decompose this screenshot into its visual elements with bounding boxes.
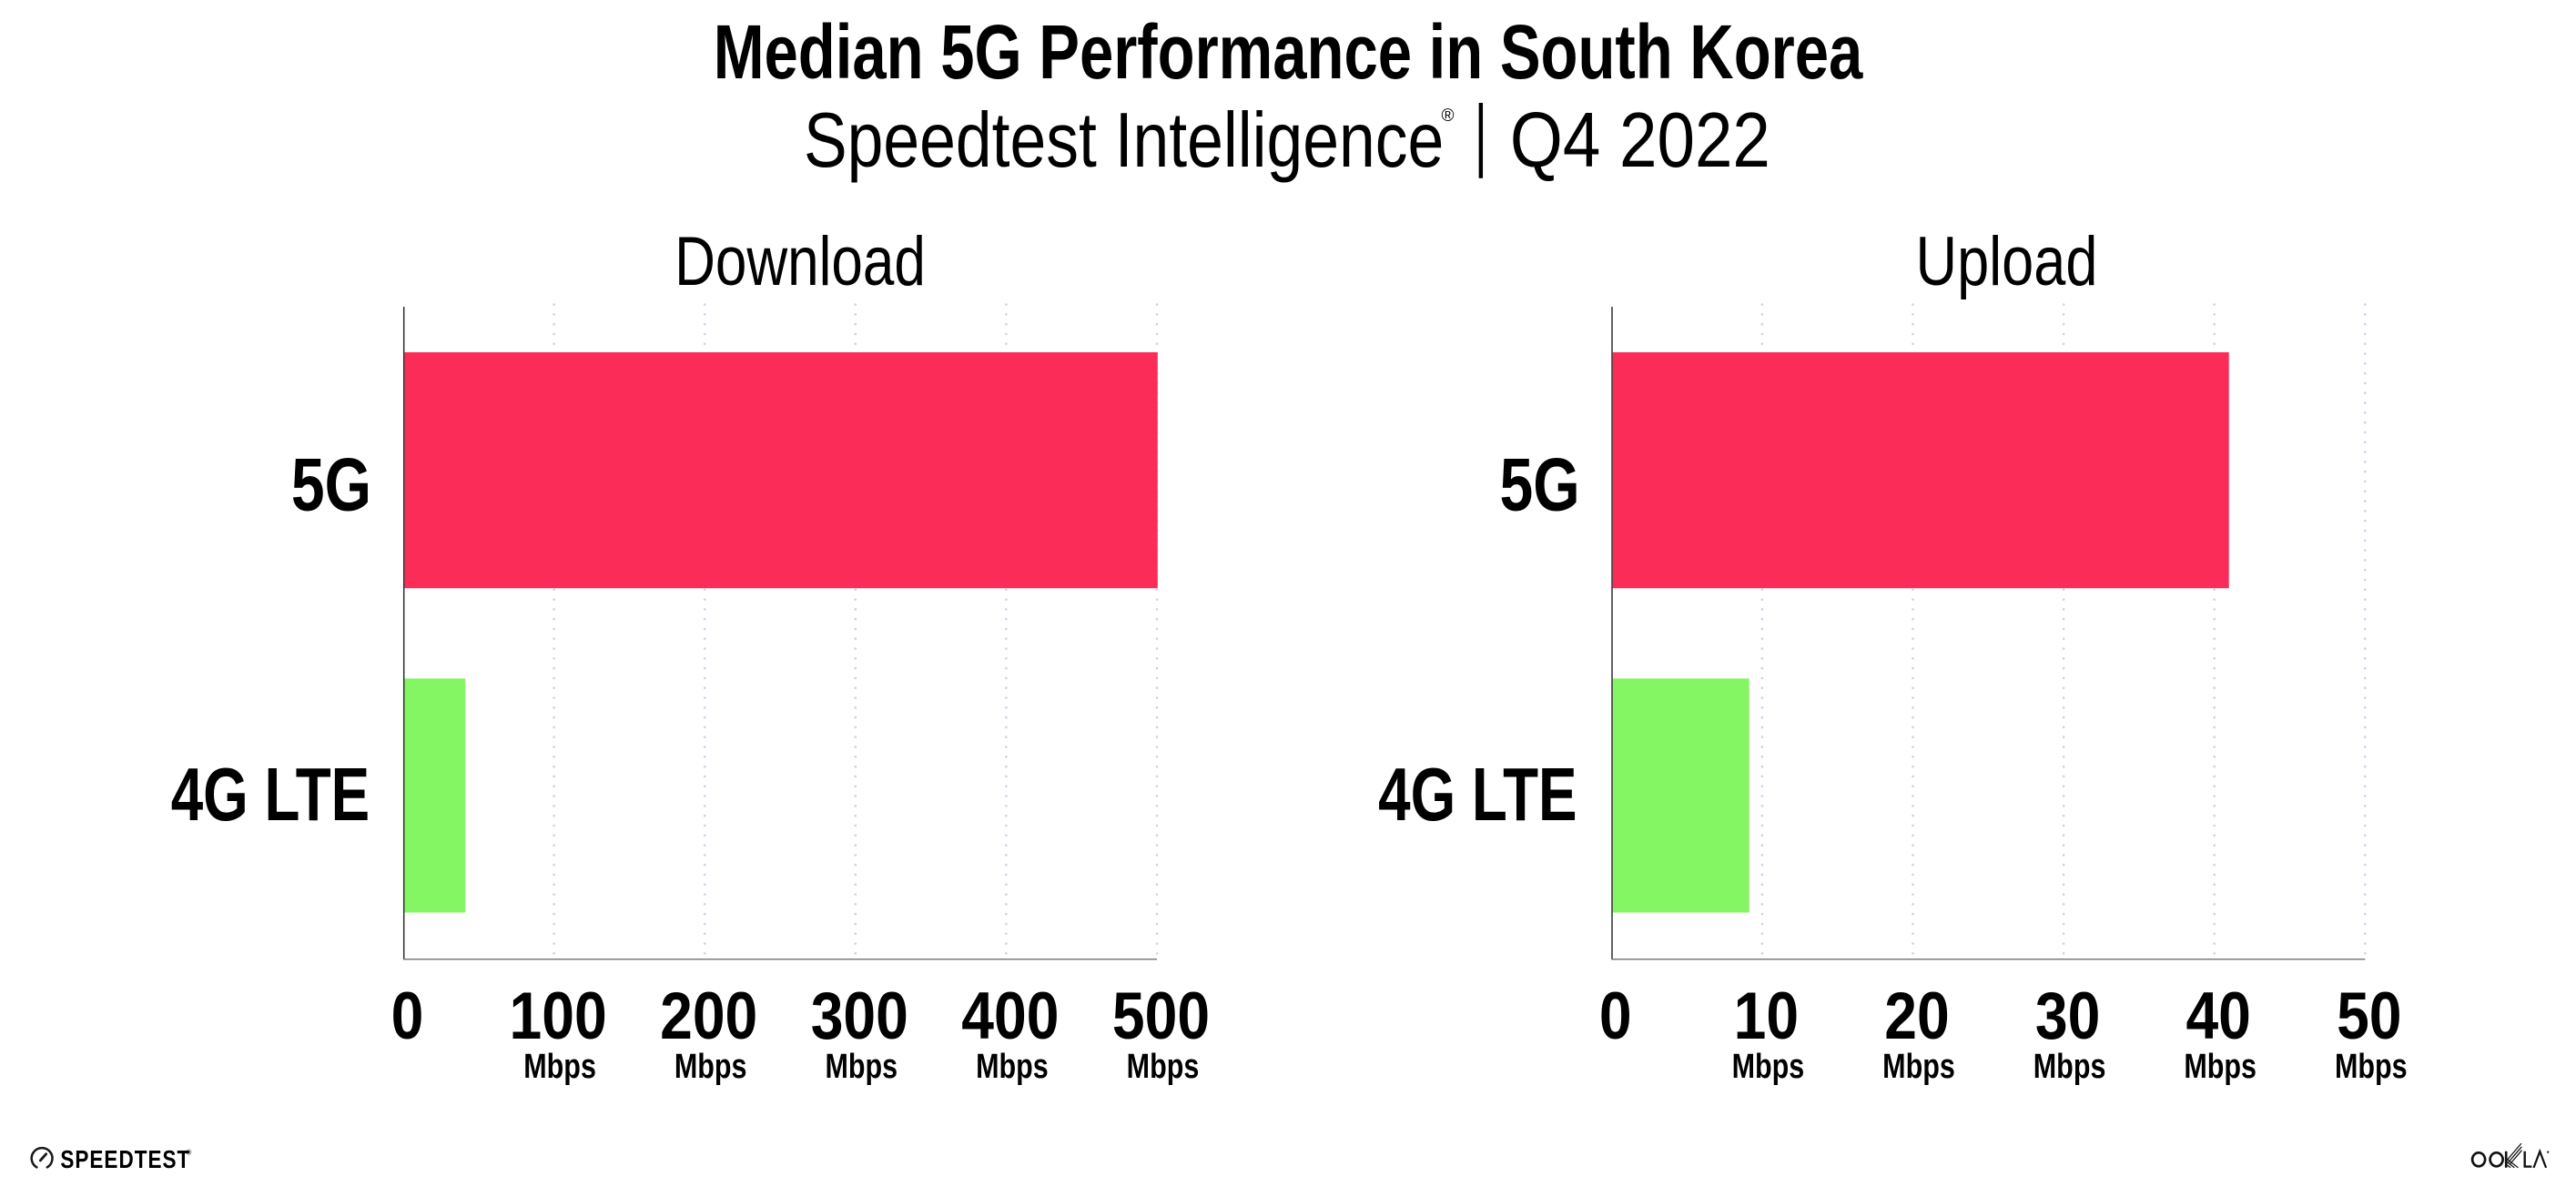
svg-text:SPEEDTEST: SPEEDTEST <box>60 1146 190 1174</box>
svg-text:200: 200 <box>660 979 757 1053</box>
svg-text:®: ® <box>187 1149 192 1157</box>
svg-text:400: 400 <box>961 979 1059 1053</box>
svg-text:50: 50 <box>2337 979 2401 1053</box>
svg-text:Mbps: Mbps <box>2335 1048 2408 1086</box>
svg-text:Download: Download <box>674 222 926 299</box>
svg-text:Mbps: Mbps <box>1732 1048 1805 1086</box>
svg-text:Q4 2022: Q4 2022 <box>1510 97 1770 184</box>
svg-text:5G: 5G <box>1499 441 1579 526</box>
svg-text:40: 40 <box>2186 979 2250 1053</box>
svg-text:100: 100 <box>510 979 607 1053</box>
svg-text:10: 10 <box>1734 979 1799 1053</box>
svg-text:|: | <box>1475 89 1487 179</box>
svg-text:Mbps: Mbps <box>2033 1048 2106 1086</box>
svg-text:20: 20 <box>1884 979 1949 1053</box>
svg-text:0: 0 <box>1599 979 1632 1053</box>
svg-text:Mbps: Mbps <box>1882 1048 1955 1086</box>
svg-text:Mbps: Mbps <box>1127 1048 1200 1086</box>
svg-text:500: 500 <box>1112 979 1210 1053</box>
svg-text:®: ® <box>1442 107 1455 126</box>
svg-text:4G LTE: 4G LTE <box>171 752 370 837</box>
svg-text:4G LTE: 4G LTE <box>1378 752 1577 837</box>
svg-text:30: 30 <box>2035 979 2100 1053</box>
svg-text:300: 300 <box>811 979 908 1053</box>
svg-text:Mbps: Mbps <box>523 1048 596 1086</box>
svg-text:Mbps: Mbps <box>674 1048 747 1086</box>
svg-text:Mbps: Mbps <box>825 1048 898 1086</box>
svg-text:Mbps: Mbps <box>976 1048 1049 1086</box>
svg-text:Mbps: Mbps <box>2184 1048 2257 1086</box>
svg-text:Upload: Upload <box>1916 222 2098 299</box>
svg-text:5G: 5G <box>291 441 371 526</box>
svg-text:Median 5G Performance in South: Median 5G Performance in South Korea <box>714 10 1863 96</box>
svg-text:0: 0 <box>391 979 424 1053</box>
svg-text:Speedtest Intelligence: Speedtest Intelligence <box>804 96 1444 183</box>
